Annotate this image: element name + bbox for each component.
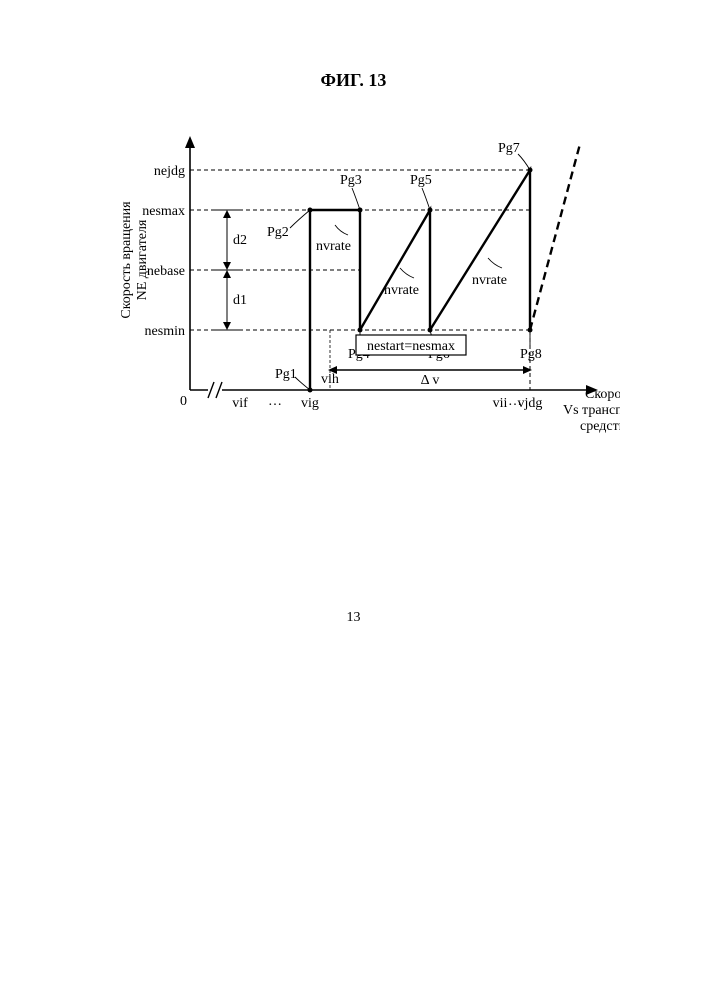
ytick-nejdg: nejdg <box>154 164 185 179</box>
svg-text:Pg3: Pg3 <box>340 173 362 188</box>
formula-box: nestart=nesmax <box>356 335 466 355</box>
origin-label: 0 <box>180 394 187 409</box>
xtick-gap1: … <box>268 394 282 409</box>
svg-text:d1: d1 <box>233 293 247 308</box>
svg-text:Pg1: Pg1 <box>275 367 297 382</box>
svg-text:nvrate: nvrate <box>316 239 351 254</box>
svg-text:nestart=nesmax: nestart=nesmax <box>367 339 455 354</box>
ytick-nesmin: nesmin <box>145 324 185 339</box>
xtick-vii: vii <box>493 396 508 411</box>
x-axis-label-3: средства <box>580 419 620 434</box>
svg-text:d2: d2 <box>233 233 247 248</box>
xtick-vih: vih <box>321 372 339 387</box>
svg-text:Pg5: Pg5 <box>410 173 432 188</box>
xtick-vig: vig <box>301 396 319 411</box>
svg-text:Pg8: Pg8 <box>520 347 542 362</box>
y-axis-label-1: Скорость вращения <box>119 201 134 319</box>
ytick-nebase: nebase <box>147 264 185 279</box>
x-axis-label-1: Скорость <box>585 387 620 402</box>
x-axis-break <box>208 382 222 398</box>
xtick-gap2: … <box>508 394 522 409</box>
y-axis-label-2: NE двигателя <box>135 219 150 300</box>
svg-text:nvrate: nvrate <box>472 273 507 288</box>
svg-text:nvrate: nvrate <box>384 283 419 298</box>
y-axis-arrow <box>185 136 195 148</box>
figure-title: ФИГ. 13 <box>0 70 707 91</box>
svg-text:Pg7: Pg7 <box>498 141 520 156</box>
svg-text:Δ v: Δ v <box>421 373 440 388</box>
xtick-vif: vif <box>232 396 248 411</box>
svg-text:Pg2: Pg2 <box>267 225 289 240</box>
page-number: 13 <box>0 610 707 626</box>
chart-figure: Скорость вращения NE двигателя Скорость … <box>100 130 620 550</box>
x-axis-label-2: Vs транспортного <box>563 403 620 418</box>
ytick-nesmax: nesmax <box>142 204 185 219</box>
